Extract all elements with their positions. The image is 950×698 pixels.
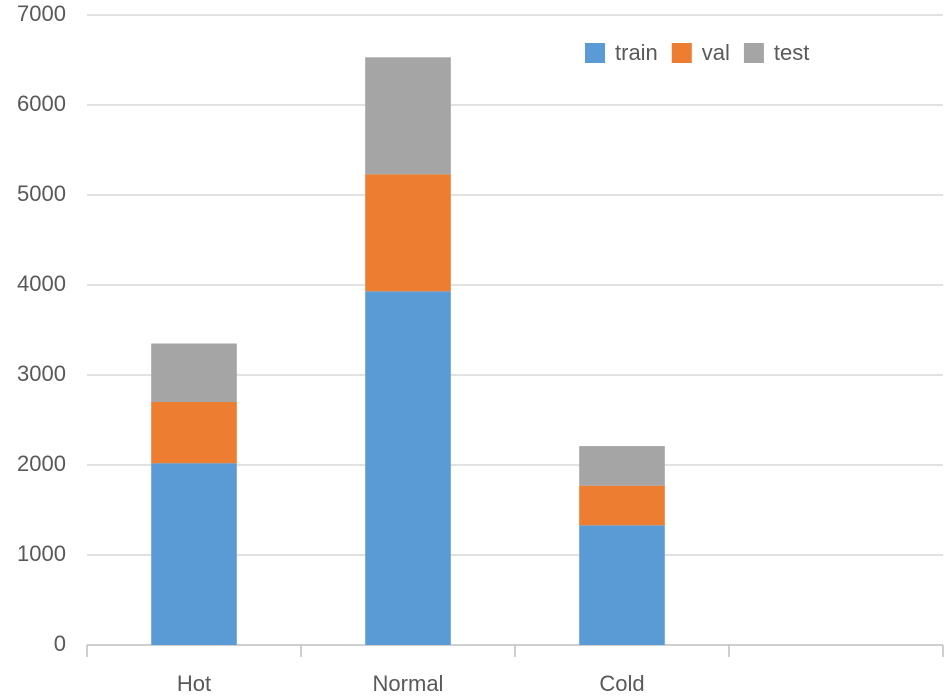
bar-segment bbox=[365, 57, 451, 175]
legend-swatch bbox=[585, 43, 605, 63]
bar-segment bbox=[365, 174, 451, 292]
bar-segment bbox=[365, 291, 451, 645]
y-tick-label: 1000 bbox=[17, 541, 66, 566]
legend-label: val bbox=[702, 40, 730, 65]
x-tick-label: Cold bbox=[599, 671, 644, 696]
y-tick-label: 4000 bbox=[17, 271, 66, 296]
y-tick-label: 0 bbox=[54, 631, 66, 656]
y-tick-label: 3000 bbox=[17, 361, 66, 386]
bar-segment bbox=[579, 525, 665, 645]
bar-segment bbox=[151, 402, 237, 464]
x-tick-label: Normal bbox=[373, 671, 444, 696]
y-tick-label: 7000 bbox=[17, 1, 66, 26]
bar-segment bbox=[579, 446, 665, 486]
bar-segment bbox=[151, 463, 237, 645]
bar-segment bbox=[579, 485, 665, 526]
y-tick-label: 6000 bbox=[17, 91, 66, 116]
bar-segment bbox=[151, 343, 237, 402]
y-tick-label: 2000 bbox=[17, 451, 66, 476]
legend-swatch bbox=[671, 43, 692, 63]
legend-label: train bbox=[615, 40, 658, 65]
legend-label: test bbox=[774, 40, 809, 65]
legend-swatch bbox=[743, 43, 764, 63]
x-tick-label: Hot bbox=[177, 671, 211, 696]
y-tick-label: 5000 bbox=[17, 181, 66, 206]
